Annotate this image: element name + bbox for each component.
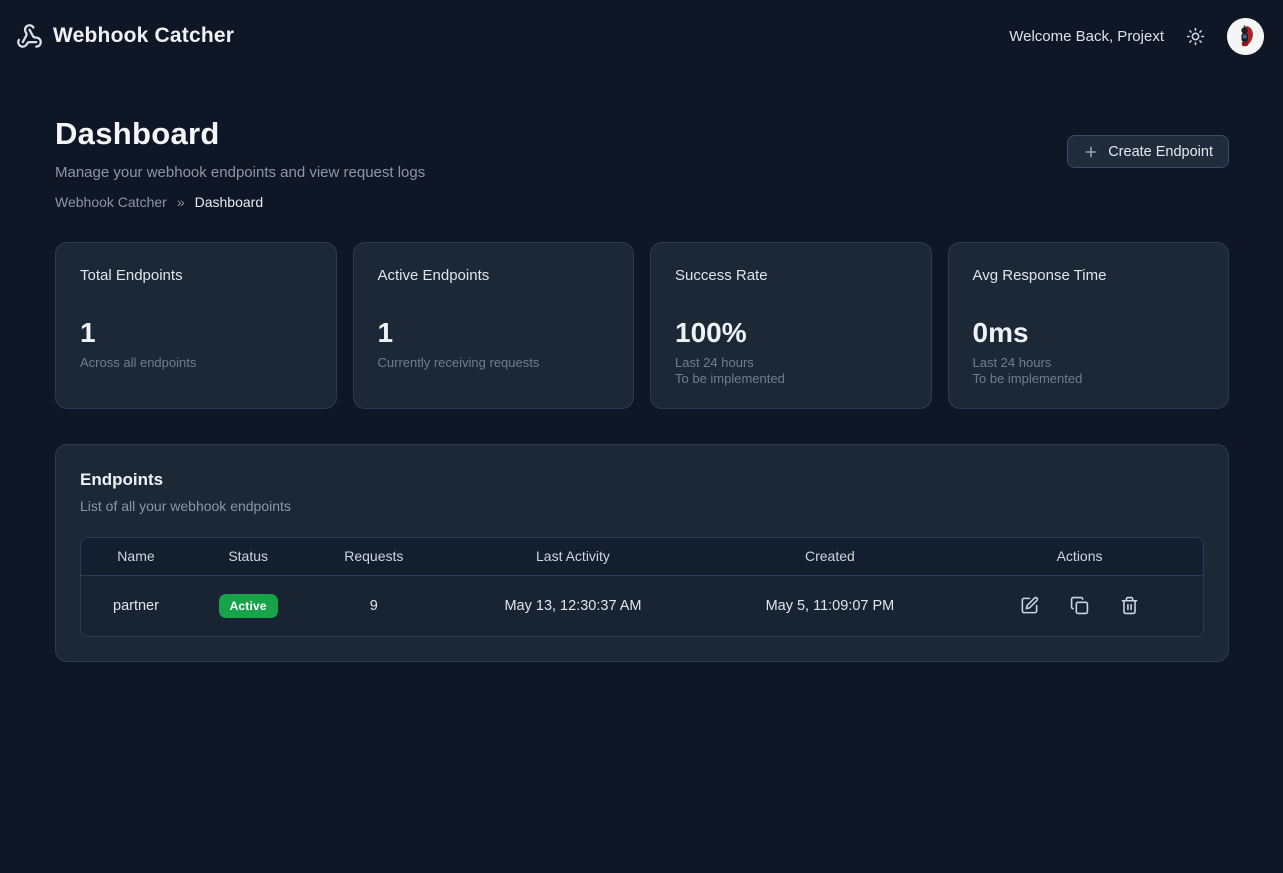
endpoint-last-activity-cell: May 13, 12:30:37 AM [504,597,642,614]
breadcrumb-separator-icon: » [176,194,185,210]
page-header-text: Dashboard Manage your webhook endpoints … [55,116,425,210]
endpoints-panel-title: Endpoints [80,470,164,489]
stat-description-line: To be implemented [675,371,785,386]
stat-card-avg-response-time: Avg Response Time 0ms Last 24 hours To b… [947,242,1229,409]
stat-label: Avg Response Time [972,267,1107,284]
column-header-actions: Actions [1056,548,1103,565]
page-title: Dashboard [55,116,220,151]
page-header: Dashboard Manage your webhook endpoints … [55,116,1229,210]
avatar-image [1227,17,1264,55]
endpoints-panel: Endpoints List of all your webhook endpo… [55,444,1229,662]
stat-card-total-endpoints: Total Endpoints 1 Across all endpoints [55,242,337,409]
stat-card-active-endpoints: Active Endpoints 1 Currently receiving r… [352,242,634,409]
endpoint-name-cell: partner [113,597,159,614]
plus-icon [1083,144,1099,160]
stat-description: Across all endpoints [80,355,197,370]
endpoint-actions-cell [956,575,1203,636]
navbar-right: Welcome Back, Projext [1009,17,1264,55]
column-header-status: Status [228,548,269,565]
status-badge: Active [218,593,278,618]
user-avatar[interactable] [1227,17,1264,55]
trash-icon [1120,596,1139,615]
delete-endpoint-button[interactable] [1118,594,1141,617]
endpoint-created-cell: May 5, 11:09:07 PM [765,597,895,614]
webhook-icon [16,23,43,50]
endpoint-requests-cell: 9 [369,597,378,614]
column-header-name: Name [117,548,155,565]
stat-description: Last 24 hours To be implemented [675,355,907,387]
create-endpoint-button[interactable]: Create Endpoint [1067,135,1229,168]
copy-endpoint-url-button[interactable] [1068,594,1091,617]
edit-endpoint-button[interactable] [1018,594,1041,617]
navbar-brand: Webhook Catcher [16,23,234,50]
breadcrumb-current: Dashboard [194,194,264,210]
column-header-last-activity: Last Activity [536,548,610,565]
endpoints-panel-subtitle: List of all your webhook endpoints [80,498,291,514]
stat-value: 0ms [972,317,1029,348]
stat-description-line: Last 24 hours [675,355,754,370]
stat-label: Active Endpoints [377,267,490,284]
breadcrumb: Webhook Catcher » Dashboard [55,194,425,210]
stat-label: Success Rate [675,267,768,284]
stat-label: Total Endpoints [80,267,183,284]
app-title: Webhook Catcher [53,24,235,47]
stat-description-line: To be implemented [972,371,1083,386]
edit-icon [1020,596,1039,615]
stat-description: Currently receiving requests [377,355,540,370]
endpoints-table: Name Status Requests Last Activity Creat… [80,537,1204,637]
stat-value: 1 [80,317,96,348]
endpoint-status-cell: Active [191,575,305,636]
stat-description-line: Last 24 hours [972,355,1052,370]
column-header-requests: Requests [344,548,404,565]
column-header-created: Created [805,548,855,565]
copy-icon [1070,596,1089,615]
create-endpoint-label: Create Endpoint [1108,143,1213,160]
page-subtitle: Manage your webhook endpoints and view r… [55,164,426,181]
theme-toggle-button[interactable] [1182,23,1209,50]
sun-icon [1186,27,1205,46]
stat-card-success-rate: Success Rate 100% Last 24 hours To be im… [650,242,932,409]
stat-description: Last 24 hours To be implemented [973,355,1205,387]
welcome-text: Welcome Back, Projext [1009,27,1164,45]
breadcrumb-root[interactable]: Webhook Catcher [55,194,167,210]
table-row: partner Active 9 May 13, 12:30:37 AM May… [81,575,1203,636]
stat-value: 1 [377,317,394,348]
navbar: Webhook Catcher Welcome Back, Projext [0,0,1283,72]
stat-value: 100% [675,317,747,348]
table-header-row: Name Status Requests Last Activity Creat… [81,538,1203,575]
stats-grid: Total Endpoints 1 Across all endpoints A… [55,242,1229,409]
